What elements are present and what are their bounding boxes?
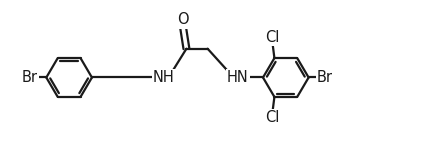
Text: NH: NH [153,70,175,85]
Text: HN: HN [227,70,249,85]
Text: Cl: Cl [266,30,280,45]
Text: Br: Br [317,70,333,85]
Text: O: O [177,12,189,27]
Text: Br: Br [22,70,38,85]
Text: Cl: Cl [266,110,280,125]
